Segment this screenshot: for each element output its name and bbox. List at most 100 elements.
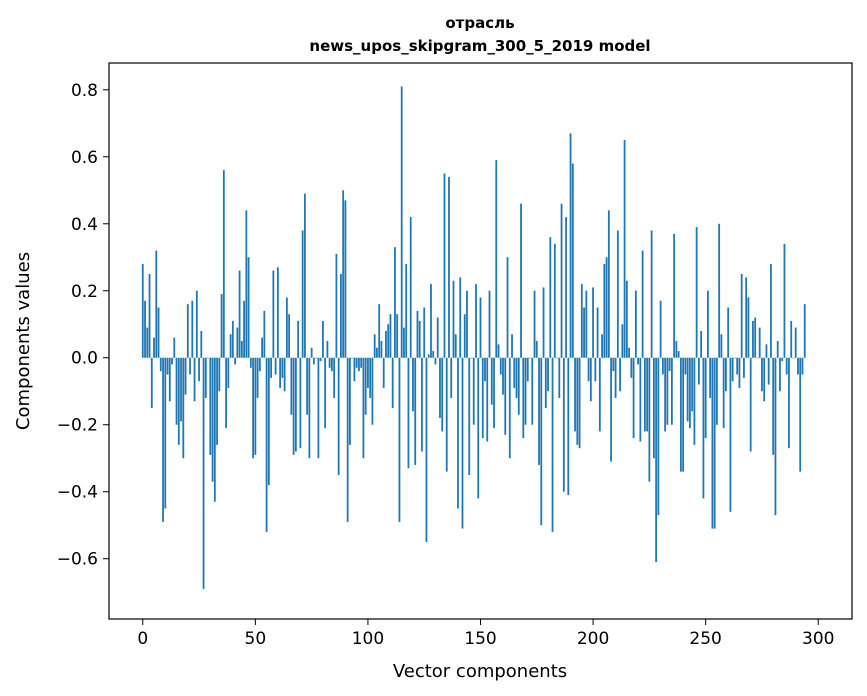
bar: [321, 320, 324, 358]
bar: [261, 337, 264, 358]
bar: [231, 320, 234, 358]
bar: [308, 357, 311, 459]
bar: [434, 357, 437, 365]
bar: [292, 357, 295, 455]
bar: [326, 341, 329, 358]
bar: [499, 357, 502, 375]
bar: [646, 357, 649, 432]
bar: [281, 357, 284, 378]
bar: [556, 357, 558, 359]
bar: [574, 357, 576, 432]
bar: [740, 274, 743, 358]
bar: [146, 327, 149, 358]
bar: [414, 357, 417, 465]
bar: [432, 351, 435, 358]
bar: [673, 233, 676, 358]
bar: [731, 357, 734, 382]
bar: [749, 357, 752, 452]
bar: [481, 357, 484, 439]
bar: [466, 290, 468, 358]
bar: [697, 357, 700, 385]
bar: [700, 330, 703, 358]
bar: [495, 160, 498, 358]
y-tick-label: −0.4: [57, 483, 98, 503]
bar: [182, 357, 185, 459]
bar: [236, 327, 239, 358]
y-tick-label: 0.2: [71, 282, 98, 302]
bar: [445, 357, 448, 472]
bar: [439, 357, 441, 419]
bar: [369, 357, 372, 398]
bar: [380, 341, 383, 358]
bar: [729, 357, 732, 512]
bar: [171, 357, 173, 365]
bar: [225, 357, 227, 429]
bar: [743, 357, 745, 378]
bar: [153, 337, 155, 358]
bar: [150, 357, 153, 408]
bar: [684, 357, 687, 375]
bar: [475, 284, 477, 358]
bar: [213, 357, 216, 502]
bar: [186, 304, 189, 358]
bar: [144, 300, 146, 358]
bar: [382, 357, 385, 388]
bar: [738, 357, 741, 388]
bar: [396, 314, 399, 358]
bar: [252, 357, 254, 459]
y-axis-ticks: −0.6 −0.4 −0.2 0.0 0.2 0.4 0.6 0.8: [57, 81, 109, 570]
bar: [601, 334, 603, 358]
bar: [299, 357, 302, 449]
bar: [544, 357, 547, 408]
bar: [610, 357, 612, 462]
bar: [670, 357, 673, 425]
bar: [238, 270, 241, 358]
bar: [436, 317, 439, 358]
bar: [303, 193, 306, 358]
bar: [779, 357, 781, 392]
bar: [450, 357, 453, 398]
bar: [639, 357, 642, 442]
bar: [772, 357, 775, 455]
bar: [524, 357, 527, 425]
bar: [587, 357, 590, 382]
bar: [477, 357, 480, 499]
bar: [657, 357, 660, 516]
bar: [630, 357, 633, 378]
bar: [398, 357, 401, 522]
bar: [776, 341, 779, 358]
x-tick-label: 250: [689, 629, 721, 649]
bar: [594, 357, 597, 382]
bar: [533, 290, 536, 358]
x-tick-label: 200: [577, 629, 609, 649]
bar: [394, 247, 396, 358]
bar: [603, 263, 606, 358]
bar: [598, 357, 601, 432]
bar: [274, 357, 277, 375]
bar: [310, 347, 313, 358]
bar: [177, 357, 180, 445]
bar: [168, 357, 171, 402]
bar: [529, 357, 531, 359]
bar: [540, 357, 543, 526]
bar: [276, 267, 279, 358]
bar: [668, 357, 671, 372]
bar: [216, 357, 218, 445]
bar: [770, 263, 772, 358]
bar: [763, 357, 766, 402]
bar: [258, 357, 261, 372]
bar: [200, 330, 203, 358]
x-tick-label: 0: [137, 629, 148, 649]
bar: [405, 263, 408, 358]
bar: [306, 357, 309, 415]
bar: [718, 223, 721, 358]
bar: [412, 357, 414, 412]
bar: [727, 307, 730, 358]
bar: [725, 357, 727, 392]
bar: [605, 257, 608, 358]
bar: [675, 341, 678, 358]
bar: [283, 357, 286, 392]
bar: [774, 357, 777, 516]
bar: [781, 357, 784, 362]
bar: [486, 357, 489, 442]
